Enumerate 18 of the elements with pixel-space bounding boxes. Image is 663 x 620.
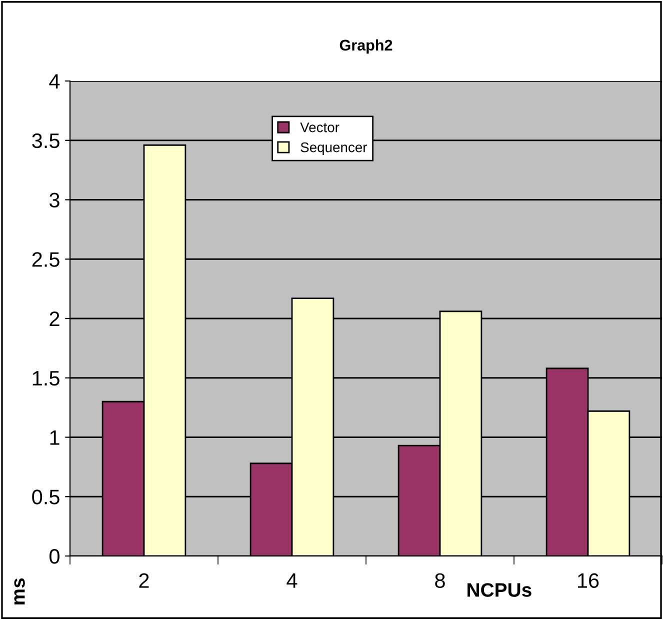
y-tick-label: 4 bbox=[49, 74, 60, 89]
chart-title: Graph2 bbox=[340, 39, 392, 54]
y-tick-label: 2.5 bbox=[32, 252, 60, 267]
x-tick-label: 16 bbox=[578, 573, 599, 588]
y-tick-label: 0.5 bbox=[32, 490, 60, 504]
x-tick-label: 4 bbox=[286, 573, 298, 588]
y-tick-label: 1 bbox=[50, 430, 60, 445]
x-tick-label: 8 bbox=[435, 573, 445, 588]
x-tick-label: 2 bbox=[139, 573, 149, 588]
x-axis-title: NCPUs bbox=[468, 583, 532, 597]
y-tick-label: 1.5 bbox=[32, 371, 60, 386]
y-tick-label: 3.5 bbox=[32, 133, 60, 148]
legend-label: Vector bbox=[300, 122, 340, 132]
y-tick-label: 2 bbox=[50, 312, 60, 326]
y-axis-title: ms bbox=[14, 578, 25, 604]
y-tick-label: 0 bbox=[50, 549, 60, 564]
y-tick-label: 3 bbox=[49, 192, 60, 208]
legend-label: Sequencer bbox=[300, 142, 368, 155]
